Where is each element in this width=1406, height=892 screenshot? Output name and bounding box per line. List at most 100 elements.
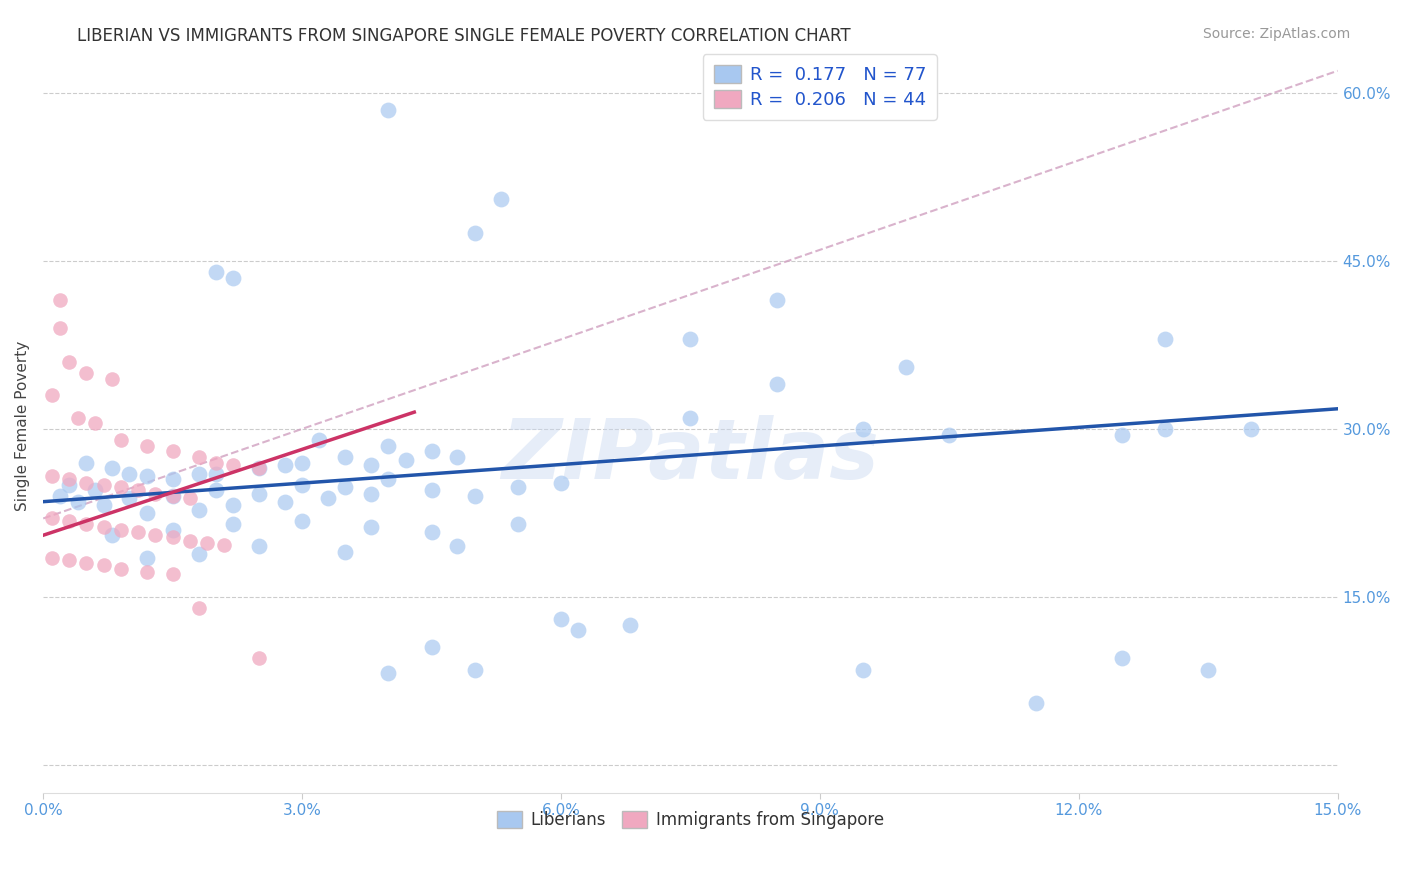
Point [162, 444, 184, 458]
Point [464, 663, 486, 677]
Point [395, 453, 418, 467]
Point [360, 487, 382, 501]
Point [135, 506, 157, 520]
Point [162, 567, 184, 582]
Point [75, 517, 97, 532]
Point [247, 461, 270, 475]
Point [222, 517, 245, 532]
Point [49, 321, 72, 335]
Point [93, 498, 115, 512]
Point [41, 388, 63, 402]
Point [377, 472, 399, 486]
Point [335, 450, 357, 464]
Point [110, 562, 132, 576]
Point [110, 480, 132, 494]
Point [222, 458, 245, 472]
Point [894, 360, 917, 375]
Point [75, 475, 97, 490]
Point [58, 355, 80, 369]
Point [308, 433, 330, 447]
Point [291, 514, 314, 528]
Point [101, 371, 124, 385]
Text: LIBERIAN VS IMMIGRANTS FROM SINGAPORE SINGLE FEMALE POVERTY CORRELATION CHART: LIBERIAN VS IMMIGRANTS FROM SINGAPORE SI… [77, 27, 851, 45]
Point [316, 491, 339, 506]
Point [446, 450, 468, 464]
Point [93, 520, 115, 534]
Point [84, 417, 107, 431]
Point [187, 547, 209, 561]
Point [274, 494, 297, 508]
Point [222, 498, 245, 512]
Point [93, 558, 115, 573]
Point [75, 455, 97, 469]
Point [145, 528, 167, 542]
Point [162, 489, 184, 503]
Point [195, 536, 218, 550]
Point [118, 491, 141, 506]
Point [335, 545, 357, 559]
Point [1154, 422, 1177, 436]
Point [162, 531, 184, 545]
Point [179, 491, 201, 506]
Point [75, 366, 97, 380]
Point [58, 514, 80, 528]
Point [204, 483, 226, 498]
Point [75, 556, 97, 570]
Point [162, 489, 184, 503]
Point [187, 601, 209, 615]
Point [222, 270, 245, 285]
Point [420, 640, 443, 655]
Text: Source: ZipAtlas.com: Source: ZipAtlas.com [1202, 27, 1350, 41]
Point [118, 467, 141, 481]
Point [274, 458, 297, 472]
Point [1240, 422, 1263, 436]
Point [41, 550, 63, 565]
Point [619, 617, 641, 632]
Point [145, 487, 167, 501]
Point [58, 553, 80, 567]
Point [101, 461, 124, 475]
Point [110, 433, 132, 447]
Point [852, 422, 875, 436]
Point [204, 455, 226, 469]
Text: ZIPatlas: ZIPatlas [502, 415, 879, 496]
Point [93, 478, 115, 492]
Point [84, 483, 107, 498]
Point [214, 538, 236, 552]
Point [179, 533, 201, 548]
Point [1111, 651, 1133, 665]
Point [127, 524, 149, 539]
Point [1197, 663, 1219, 677]
Y-axis label: Single Female Poverty: Single Female Poverty [15, 341, 30, 511]
Point [550, 612, 572, 626]
Point [247, 540, 270, 554]
Point [464, 489, 486, 503]
Point [187, 467, 209, 481]
Point [291, 478, 314, 492]
Point [49, 293, 72, 308]
Point [127, 483, 149, 498]
Point [187, 502, 209, 516]
Point [58, 478, 80, 492]
Point [1025, 696, 1047, 710]
Point [247, 487, 270, 501]
Point [187, 450, 209, 464]
Point [291, 455, 314, 469]
Point [679, 332, 702, 346]
Point [247, 651, 270, 665]
Point [204, 467, 226, 481]
Point [464, 226, 486, 240]
Point [852, 663, 875, 677]
Point [567, 624, 589, 638]
Point [420, 444, 443, 458]
Point [1111, 427, 1133, 442]
Point [377, 103, 399, 117]
Point [204, 265, 226, 279]
Point [765, 377, 787, 392]
Point [506, 480, 529, 494]
Point [49, 489, 72, 503]
Point [162, 472, 184, 486]
Point [446, 540, 468, 554]
Point [41, 469, 63, 483]
Point [66, 494, 89, 508]
